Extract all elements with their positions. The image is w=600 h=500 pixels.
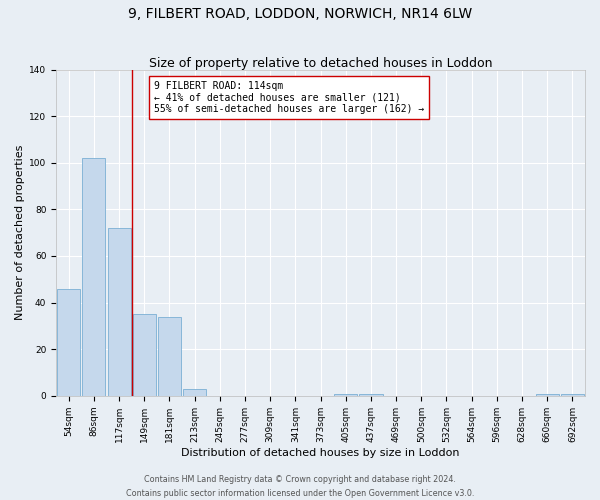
Y-axis label: Number of detached properties: Number of detached properties [15,145,25,320]
X-axis label: Distribution of detached houses by size in Loddon: Distribution of detached houses by size … [181,448,460,458]
Bar [359,394,383,396]
Text: 9, FILBERT ROAD, LODDON, NORWICH, NR14 6LW: 9, FILBERT ROAD, LODDON, NORWICH, NR14 6… [128,8,472,22]
Bar [561,394,584,396]
Text: 9 FILBERT ROAD: 114sqm
← 41% of detached houses are smaller (121)
55% of semi-de: 9 FILBERT ROAD: 114sqm ← 41% of detached… [154,81,424,114]
Bar [133,314,156,396]
Bar [107,228,131,396]
Bar [334,394,358,396]
Bar [536,394,559,396]
Bar [57,288,80,396]
Bar [183,389,206,396]
Bar [82,158,106,396]
Text: Contains HM Land Registry data © Crown copyright and database right 2024.
Contai: Contains HM Land Registry data © Crown c… [126,476,474,498]
Title: Size of property relative to detached houses in Loddon: Size of property relative to detached ho… [149,56,493,70]
Bar [158,316,181,396]
